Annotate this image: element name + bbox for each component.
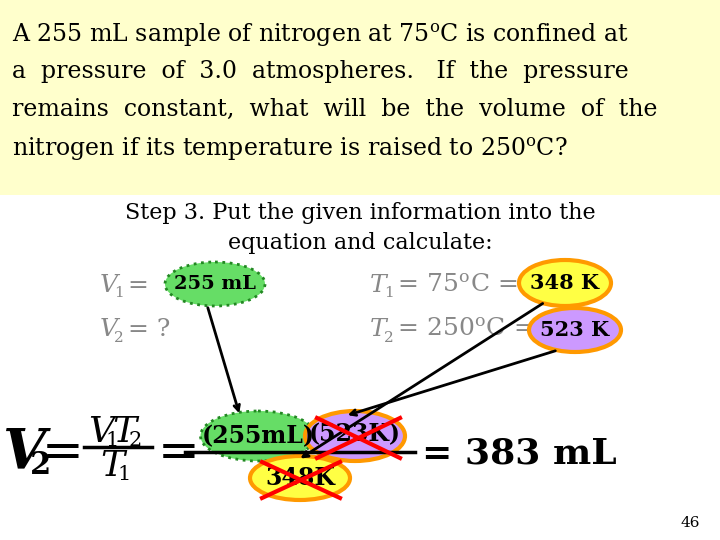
Text: 348 K: 348 K (531, 273, 600, 293)
Text: 2: 2 (129, 431, 143, 450)
FancyBboxPatch shape (0, 0, 720, 195)
Text: V: V (100, 273, 118, 296)
Text: T: T (370, 319, 387, 341)
Text: 1: 1 (117, 465, 130, 484)
Ellipse shape (519, 260, 611, 306)
Text: V: V (2, 426, 45, 481)
Text: equation and calculate:: equation and calculate: (228, 232, 492, 254)
Text: nitrogen if its temperature is raised to 250$\mathregular{^o}$C?: nitrogen if its temperature is raised to… (12, 136, 567, 163)
Text: T: T (370, 273, 387, 296)
Text: =: = (158, 428, 199, 478)
Text: (255mL): (255mL) (202, 424, 315, 448)
Text: =: = (120, 273, 157, 296)
Ellipse shape (250, 456, 350, 500)
Text: 348K: 348K (265, 466, 335, 490)
Text: = ?: = ? (120, 319, 171, 341)
Text: A 255 mL sample of nitrogen at 75$\mathregular{^o}$C is confined at: A 255 mL sample of nitrogen at 75$\mathr… (12, 22, 629, 49)
Text: 1: 1 (114, 286, 124, 300)
Text: = 383 mL: = 383 mL (422, 436, 616, 470)
Text: a  pressure  of  3.0  atmospheres.   If  the  pressure: a pressure of 3.0 atmospheres. If the pr… (12, 60, 629, 83)
Text: T: T (100, 449, 124, 483)
Text: 2: 2 (30, 450, 51, 482)
Text: T: T (112, 415, 136, 449)
Ellipse shape (165, 262, 265, 306)
Text: remains  constant,  what  will  be  the  volume  of  the: remains constant, what will be the volum… (12, 98, 657, 121)
Ellipse shape (200, 411, 315, 461)
Text: = 250$\mathregular{^o}$C =: = 250$\mathregular{^o}$C = (390, 319, 536, 341)
Text: V: V (88, 415, 114, 449)
Text: 523 K: 523 K (541, 320, 610, 340)
Text: V: V (100, 319, 118, 341)
Text: 1: 1 (384, 286, 394, 300)
Text: =: = (42, 428, 84, 478)
Ellipse shape (529, 308, 621, 352)
Ellipse shape (305, 411, 405, 461)
Text: 255 mL: 255 mL (174, 275, 256, 293)
Text: 1: 1 (105, 431, 118, 450)
Text: 46: 46 (680, 516, 700, 530)
Text: 2: 2 (114, 331, 124, 345)
Text: 2: 2 (384, 331, 394, 345)
Text: = 75$\mathregular{^o}$C =: = 75$\mathregular{^o}$C = (390, 273, 520, 296)
Text: Step 3. Put the given information into the: Step 3. Put the given information into t… (125, 202, 595, 224)
Text: (523K): (523K) (309, 422, 401, 446)
